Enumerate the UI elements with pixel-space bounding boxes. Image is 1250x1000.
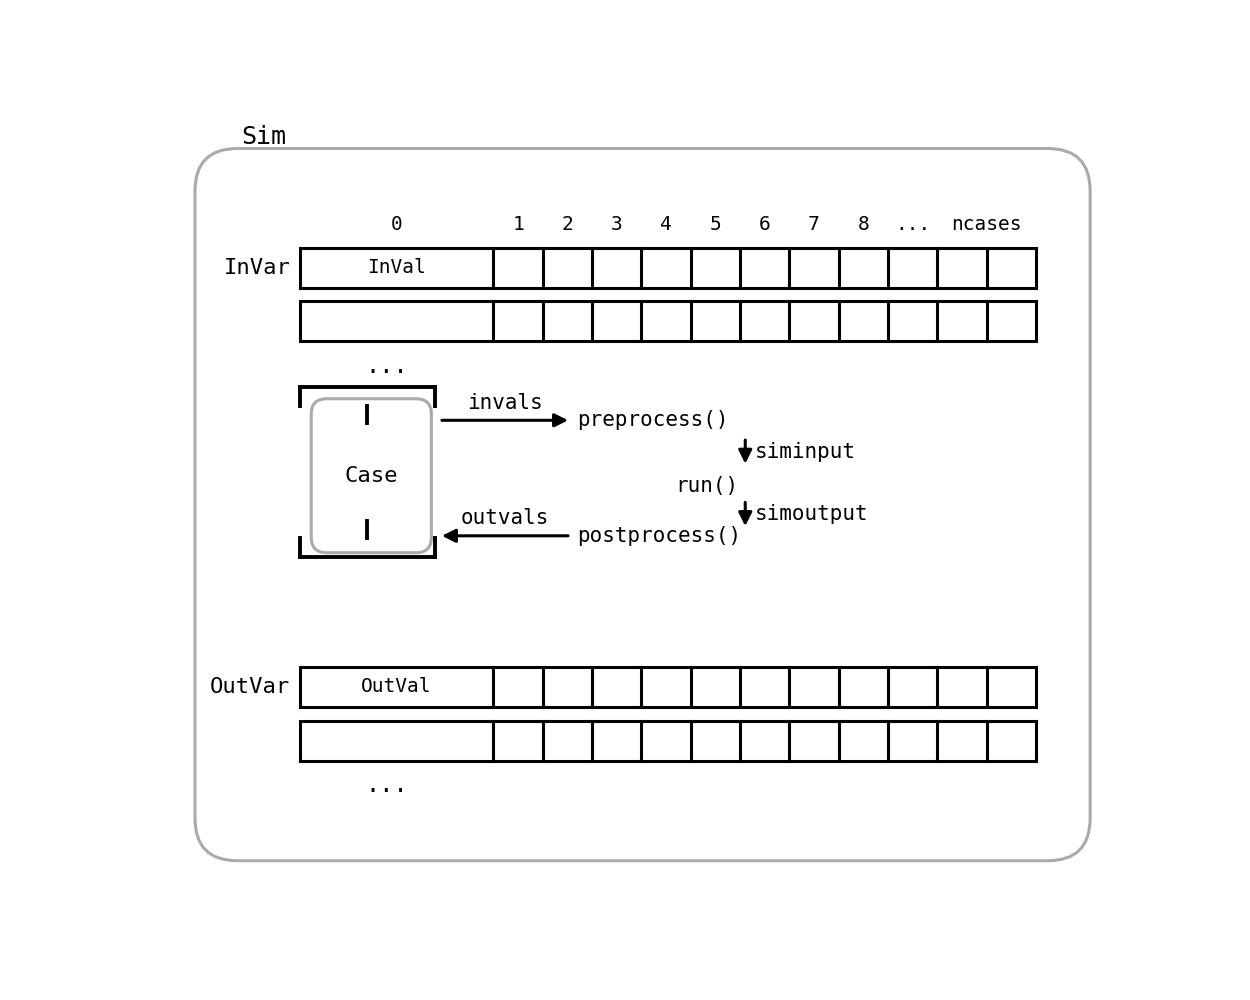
Text: OutVar: OutVar xyxy=(210,677,290,697)
Text: 2: 2 xyxy=(561,215,574,234)
Text: InVal: InVal xyxy=(368,258,426,277)
Text: 0: 0 xyxy=(390,215,402,234)
Text: 1: 1 xyxy=(512,215,524,234)
Text: 7: 7 xyxy=(808,215,820,234)
Text: ...: ... xyxy=(895,215,930,234)
Text: 5: 5 xyxy=(710,215,721,234)
Text: ncases: ncases xyxy=(951,215,1021,234)
Text: ...: ... xyxy=(365,773,409,797)
Text: 6: 6 xyxy=(759,215,770,234)
Text: outvals: outvals xyxy=(461,508,549,528)
Text: Case: Case xyxy=(345,466,398,486)
Text: 4: 4 xyxy=(660,215,671,234)
Text: invals: invals xyxy=(468,393,542,413)
Text: postprocess(): postprocess() xyxy=(578,526,741,546)
Text: 8: 8 xyxy=(858,215,869,234)
Text: OutVal: OutVal xyxy=(361,677,431,696)
Text: InVar: InVar xyxy=(224,258,290,278)
Bar xyxy=(300,301,1036,341)
Text: 3: 3 xyxy=(611,215,622,234)
Text: Sim: Sim xyxy=(241,125,286,149)
Text: run(): run() xyxy=(675,476,739,496)
Text: ...: ... xyxy=(365,354,409,378)
Bar xyxy=(300,721,1036,761)
FancyBboxPatch shape xyxy=(195,148,1090,861)
Bar xyxy=(300,248,1036,288)
FancyBboxPatch shape xyxy=(311,399,431,553)
Text: simoutput: simoutput xyxy=(755,504,869,524)
Text: siminput: siminput xyxy=(755,442,855,462)
Bar xyxy=(300,667,1036,707)
Text: preprocess(): preprocess() xyxy=(578,410,729,430)
